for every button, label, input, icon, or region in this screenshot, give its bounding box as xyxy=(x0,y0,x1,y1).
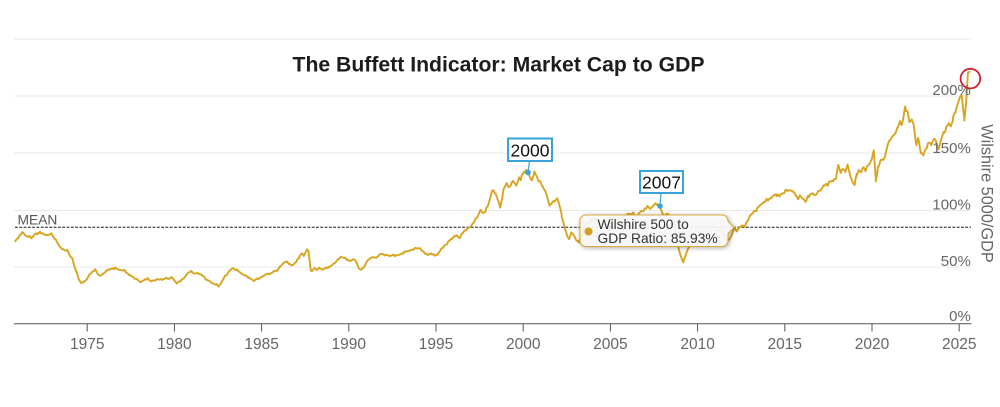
svg-text:2015: 2015 xyxy=(768,336,802,353)
svg-text:1990: 1990 xyxy=(332,336,367,353)
svg-text:50%: 50% xyxy=(941,253,971,270)
svg-text:Wilshire 5000/GDP: Wilshire 5000/GDP xyxy=(978,124,996,262)
svg-text:2025: 2025 xyxy=(942,336,976,353)
svg-text:200%: 200% xyxy=(932,82,970,99)
svg-text:2020: 2020 xyxy=(855,336,890,353)
svg-text:100%: 100% xyxy=(932,197,970,214)
svg-text:Wilshire 500 to: Wilshire 500 to xyxy=(598,217,690,232)
svg-text:The Buffett Indicator: Market: The Buffett Indicator: Market Cap to GDP xyxy=(293,54,705,77)
svg-text:1985: 1985 xyxy=(244,336,278,353)
svg-text:GDP Ratio: 85.93%: GDP Ratio: 85.93% xyxy=(598,231,718,246)
svg-text:0%: 0% xyxy=(949,308,971,325)
svg-text:2010: 2010 xyxy=(680,336,715,353)
svg-text:2000: 2000 xyxy=(506,336,541,353)
svg-text:MEAN: MEAN xyxy=(18,213,58,228)
svg-text:2005: 2005 xyxy=(593,336,627,353)
svg-text:1980: 1980 xyxy=(157,336,192,353)
svg-text:2007: 2007 xyxy=(642,173,681,193)
svg-text:1995: 1995 xyxy=(419,336,453,353)
svg-text:1975: 1975 xyxy=(70,336,104,353)
svg-text:2000: 2000 xyxy=(511,141,550,161)
svg-text:150%: 150% xyxy=(932,140,970,157)
